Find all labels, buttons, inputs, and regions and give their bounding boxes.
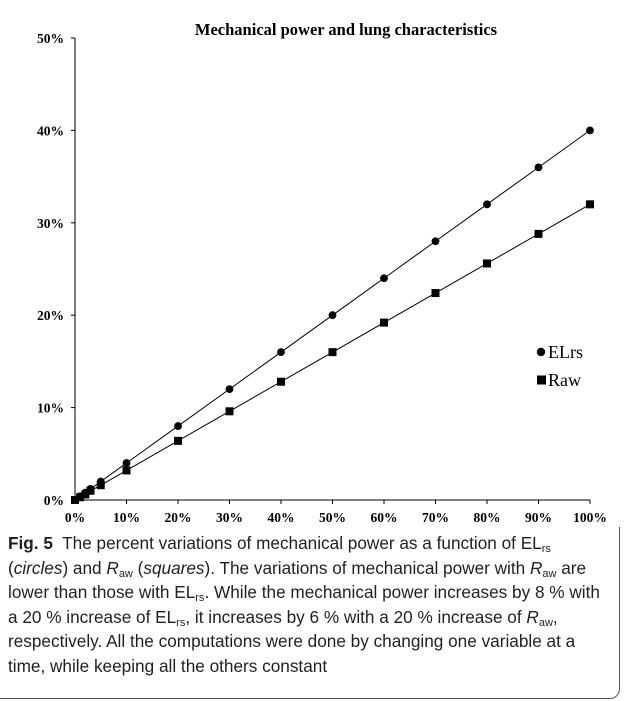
- caption-text: (: [8, 557, 14, 578]
- x-tick-label: 70%: [422, 510, 449, 525]
- y-tick-label: 0%: [44, 493, 64, 508]
- data-point-raw: [122, 466, 131, 475]
- legend-label-raw: Raw: [548, 370, 581, 390]
- data-point-elrs: [122, 459, 131, 467]
- y-tick-label: 30%: [37, 216, 64, 231]
- legend-label-elrs: ELrs: [548, 342, 583, 362]
- caption-variable: R: [106, 557, 119, 578]
- y-tick-label: 20%: [37, 308, 64, 323]
- caption-subscript: aw: [542, 567, 557, 580]
- x-tick-label: 20%: [165, 510, 192, 525]
- data-point-elrs: [174, 422, 182, 430]
- y-tick-label: 40%: [37, 123, 64, 138]
- legend: ELrs Raw: [536, 342, 583, 390]
- caption-subscript: rs: [195, 592, 205, 605]
- data-point-raw: [96, 481, 105, 490]
- caption-text: (: [132, 557, 144, 578]
- data-point-raw: [71, 496, 79, 504]
- y-tick-label: 50%: [37, 31, 64, 46]
- data-point-elrs: [380, 274, 388, 283]
- data-point-elrs: [483, 200, 491, 209]
- data-point-raw: [225, 407, 234, 416]
- y-tick-label: 10%: [37, 401, 64, 416]
- data-point-raw: [483, 259, 491, 268]
- caption-text: are lower than those with EL: [8, 557, 587, 603]
- figure-caption: Fig. 5 The percent variations of mechani…: [8, 531, 613, 679]
- caption-text: . While the mechanical power increases b…: [8, 582, 600, 627]
- data-point-elrs: [328, 311, 337, 320]
- data-point-raw: [328, 348, 337, 357]
- data-point-elrs: [277, 348, 285, 357]
- caption-text: , respectively. All the computations wer…: [8, 606, 576, 676]
- data-point-raw: [586, 200, 594, 209]
- data-point-elrs: [534, 163, 543, 172]
- x-tick-label: 10%: [113, 510, 140, 525]
- x-tick-label: 90%: [525, 510, 552, 525]
- x-tick-label: 40%: [268, 510, 295, 525]
- data-point-raw: [277, 377, 285, 386]
- caption-variable: R: [529, 557, 543, 578]
- data-point-raw: [431, 289, 440, 298]
- caption-subscript: aw: [118, 567, 133, 580]
- caption-text: ) and: [62, 557, 107, 578]
- caption-emphasis: squares: [143, 557, 205, 578]
- caption-text: The percent variations of mechanical pow…: [62, 533, 542, 553]
- x-tick-label: 80%: [474, 510, 501, 525]
- data-point-elrs: [586, 126, 594, 135]
- caption-variable: R: [526, 606, 539, 627]
- data-point-raw: [76, 493, 85, 502]
- caption-text: ). The variations of mechanical power wi…: [204, 557, 530, 578]
- caption-text: , it increases by 6 % with a 20 % increa…: [185, 606, 527, 627]
- x-tick-label: 60%: [371, 510, 398, 525]
- caption-figure-label: Fig. 5: [8, 533, 53, 553]
- data-point-raw: [81, 490, 90, 499]
- x-tick-label: 100%: [573, 510, 607, 525]
- data-point-raw: [380, 318, 388, 327]
- line-chart: Mechanical power and lung characteristic…: [37, 20, 607, 525]
- data-point-raw: [86, 486, 95, 495]
- data-point-elrs: [225, 385, 234, 394]
- caption-subscript: rs: [541, 543, 551, 555]
- chart-title: Mechanical power and lung characteristic…: [195, 20, 498, 39]
- legend-marker-elrs: [536, 347, 546, 357]
- data-point-elrs: [431, 237, 440, 246]
- x-tick-label: 30%: [216, 510, 243, 525]
- caption-border: [0, 527, 620, 699]
- data-point-raw: [534, 229, 543, 238]
- caption-subscript: rs: [176, 616, 186, 629]
- x-tick-label: 50%: [319, 510, 346, 525]
- data-point-raw: [174, 436, 182, 445]
- x-tick-label: 0%: [65, 510, 85, 525]
- caption-subscript: aw: [538, 616, 553, 629]
- caption-emphasis: circles: [13, 557, 63, 578]
- legend-marker-raw: [537, 375, 546, 385]
